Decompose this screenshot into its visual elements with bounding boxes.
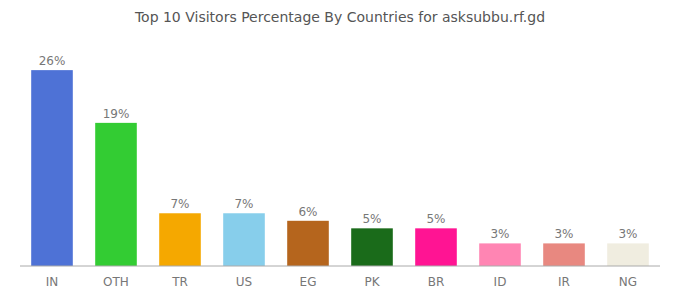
x-tick-label: OTH: [103, 275, 129, 289]
data-label: 26%: [39, 54, 66, 68]
x-tick-label: TR: [171, 275, 188, 289]
chart: Top 10 Visitors Percentage By Countries …: [0, 0, 680, 300]
data-label: 7%: [234, 197, 253, 211]
x-tick-label: ID: [494, 275, 507, 289]
data-label: 3%: [490, 227, 509, 241]
bar: [607, 243, 649, 266]
bar: [415, 228, 457, 266]
bar: [159, 213, 201, 266]
page: {"chart_data": {"type": "bar", "title": …: [0, 0, 680, 300]
data-label: 7%: [170, 197, 189, 211]
data-label: 6%: [298, 205, 317, 219]
x-tick-label: US: [236, 275, 252, 289]
bar: [479, 243, 521, 266]
x-tick-label: IN: [46, 275, 59, 289]
data-label: 5%: [426, 212, 445, 226]
data-label: 19%: [103, 107, 130, 121]
x-tick-label: BR: [428, 275, 445, 289]
data-label: 3%: [554, 227, 573, 241]
x-tick-label: EG: [300, 275, 317, 289]
bar: [95, 123, 137, 266]
data-label: 3%: [618, 227, 637, 241]
bar: [223, 213, 265, 266]
x-tick-label: NG: [619, 275, 637, 289]
title: Top 10 Visitors Percentage By Countries …: [134, 9, 545, 25]
x-tick-label: PK: [364, 275, 380, 289]
data-label: 5%: [362, 212, 381, 226]
bar: [287, 221, 329, 266]
chart-container: Top 10 Visitors Percentage By Countries …: [0, 0, 680, 300]
bars: [31, 70, 649, 266]
bar: [31, 70, 73, 266]
x-tick-label: IR: [558, 275, 570, 289]
x-axis-line: [20, 266, 660, 267]
bar: [351, 228, 393, 266]
bar: [543, 243, 585, 266]
